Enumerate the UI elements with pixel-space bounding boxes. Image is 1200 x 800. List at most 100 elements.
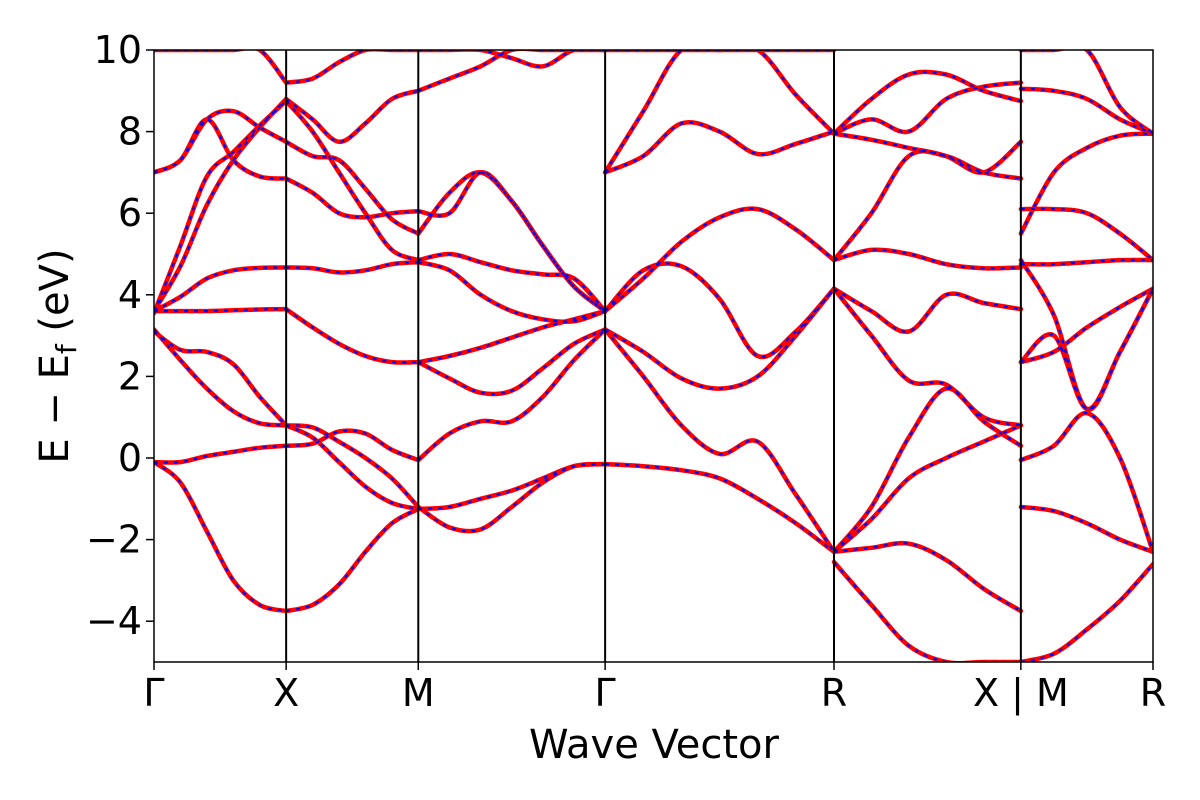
band-line-overlay-s2-b2 <box>418 463 606 511</box>
y-axis-label-unit: (eV) <box>32 248 78 344</box>
band-line-overlay-s2-b7 <box>417 171 606 312</box>
band-line-overlay-s0-b6 <box>154 98 287 312</box>
y-axis-label-main: E − E <box>32 354 78 464</box>
y-axis-label-subscript: f <box>50 343 83 354</box>
band-line-reference-s1-b6 <box>283 176 421 220</box>
band-line-reference-s0-b10 <box>154 50 289 85</box>
band-line-overlay-s5-b7 <box>1019 132 1153 235</box>
band-line-overlay-s5-b9 <box>1020 87 1153 135</box>
band-line-overlay-s0-b8 <box>154 109 287 174</box>
x-tick-label: M <box>402 671 435 715</box>
x-tick-label: R <box>1140 671 1166 715</box>
band-line-overlay-s2-b3 <box>417 328 606 396</box>
band-line-overlay-s4-b3 <box>833 387 1022 553</box>
band-line-reference-s2-b0 <box>416 327 608 463</box>
band-line-overlay-s0-b9 <box>154 118 287 180</box>
band-line-overlay-s4-b1 <box>833 542 1022 612</box>
band-line-reference-s0-b2 <box>154 327 289 428</box>
band-line-overlay-s2-b5 <box>418 261 606 323</box>
y-tick-label: −4 <box>86 599 142 643</box>
band-line-reference-s0-b1 <box>154 459 289 614</box>
band-line-reference-s0-b0 <box>154 443 289 465</box>
y-tick-label: 0 <box>118 436 142 480</box>
band-line-overlay-s0-b3 <box>154 330 287 427</box>
y-tick-label: 8 <box>118 110 142 154</box>
band-line-overlay-s4-b10 <box>833 81 1022 135</box>
band-line-overlay-s3-b2 <box>604 288 835 390</box>
y-tick-label: 4 <box>118 273 142 317</box>
band-line-reference-s1-b0 <box>283 428 421 463</box>
band-line-reference-s5-b3 <box>1018 286 1153 412</box>
y-axis-ticks: −4 −2 0 2 4 6 8 10 <box>86 28 154 643</box>
y-tick-label: 10 <box>94 28 142 72</box>
band-line-reference-s2-b6 <box>416 251 608 314</box>
band-line-reference-s5-b1 <box>1018 504 1153 555</box>
band-line-reference-s1-b1 <box>283 423 421 510</box>
band-line-overlay-s2-b1 <box>417 463 606 533</box>
y-axis-label: E − Ef (eV) <box>32 248 83 463</box>
band-line-reference-s5-b8 <box>1018 206 1153 263</box>
y-tick-label: −2 <box>86 518 142 562</box>
plot-frame <box>153 49 1154 663</box>
band-line-reference-s2-b9 <box>416 50 608 94</box>
band-line-overlay-s2-b4 <box>418 310 606 364</box>
band-line-overlay-s5-b6 <box>1019 259 1153 411</box>
band-line-reference-s4-b2 <box>831 423 1024 555</box>
band-line-overlay-s2-b8 <box>418 171 606 312</box>
band-line-overlay-s1-b10 <box>285 50 419 84</box>
reference-bands <box>154 50 1153 662</box>
y-tick-label: 2 <box>118 354 142 398</box>
band-line-reference-s2-b2 <box>416 461 608 512</box>
band-line-overlay-s4-b0 <box>833 561 1021 662</box>
x-axis-ticks: Γ X M Γ R X | M R <box>143 662 1166 716</box>
x-tick-label: Γ <box>143 671 164 715</box>
band-line-reference-s1-b9 <box>283 88 421 145</box>
x-axis-label: Wave Vector <box>529 722 780 768</box>
band-line-reference-s1-b4 <box>283 306 421 365</box>
band-line-reference-s3-b5 <box>602 50 837 175</box>
band-line-overlay-s1-b8 <box>285 100 419 262</box>
band-line-overlay-s4-b2 <box>833 424 1022 553</box>
band-line-overlay-s5-b3 <box>1020 288 1153 411</box>
band-line-reference-s0-b3 <box>154 329 289 428</box>
y-tick-label: 6 <box>118 191 142 235</box>
band-line-reference-s4-b9 <box>831 69 1024 136</box>
band-line-reference-s0-b5 <box>154 265 289 314</box>
band-line-overlay-s3-b3 <box>604 262 835 359</box>
band-line-reference-s3-b0 <box>602 461 837 555</box>
x-tick-label: X <box>273 671 299 715</box>
band-line-reference-s5-b9 <box>1018 86 1153 136</box>
band-line-reference-s0-b9 <box>154 117 289 181</box>
band-line-overlay-s5-b4 <box>1020 287 1153 364</box>
band-line-overlay-s1-b3 <box>285 508 419 613</box>
band-line-overlay-s4-b4 <box>833 287 1022 333</box>
band-line-overlay-s4-b9 <box>833 70 1022 135</box>
band-line-reference-s2-b1 <box>416 461 608 534</box>
band-line-reference-s5-b6 <box>1018 257 1153 412</box>
band-line-overlay-s5-b5 <box>1020 258 1153 266</box>
band-line-overlay-s3-b4 <box>604 207 835 312</box>
band-line-reference-s4-b8 <box>831 131 1024 175</box>
band-line-overlay-s1-b1 <box>286 424 420 508</box>
band-line-overlay-s2-b9 <box>417 50 606 92</box>
band-line-reference-s1-b3 <box>283 506 421 614</box>
band-line-reference-s4-b0 <box>831 559 1024 662</box>
band-line-overlay-s5-b8 <box>1020 207 1153 261</box>
band-line-overlay-s2-b6 <box>418 252 606 312</box>
band-line-overlay-s1-b2 <box>285 424 419 511</box>
band-line-reference-s1-b7 <box>283 139 421 236</box>
band-line-overlay-s3-b6 <box>604 121 835 174</box>
band-line-overlay-s4-b7 <box>833 150 1022 261</box>
band-line-overlay-s5-b2 <box>1020 412 1153 553</box>
band-line-overlay-s5-b1 <box>1020 505 1153 553</box>
band-line-overlay-s0-b7 <box>154 100 287 314</box>
band-line-overlay-s3-b1 <box>604 328 835 553</box>
band-line-reference-s5-b0 <box>1018 561 1153 662</box>
band-line-overlay-s3-b7 <box>605 50 835 135</box>
band-line-reference-s4-b6 <box>831 247 1024 271</box>
band-line-reference-s1-b5 <box>283 259 421 275</box>
band-line-reference-s4-b1 <box>831 540 1024 614</box>
band-line-overlay-s2-b0 <box>417 328 606 461</box>
k-point-lines <box>285 50 1022 662</box>
